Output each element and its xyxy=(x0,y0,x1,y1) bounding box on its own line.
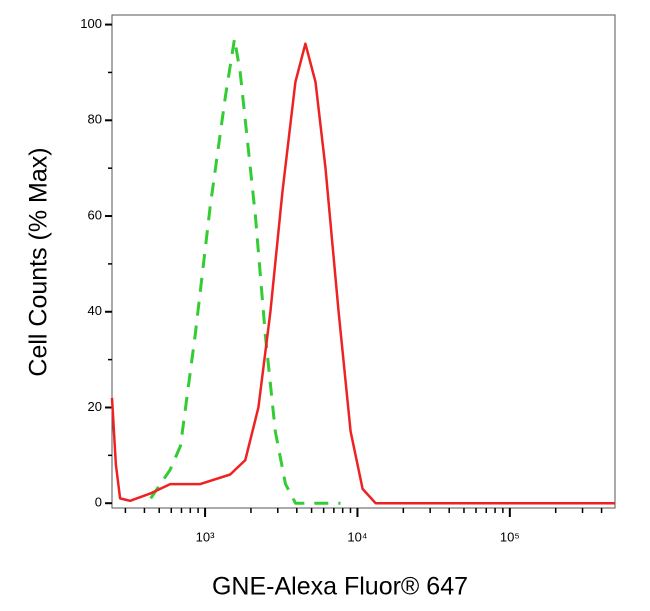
series-line xyxy=(110,42,615,505)
y-tick-label: 100 xyxy=(80,16,102,31)
x-axis-label: GNE-Alexa Fluor® 647 xyxy=(212,573,468,601)
plot-frame xyxy=(111,14,616,509)
series-line xyxy=(149,37,341,505)
y-tick-label: 80 xyxy=(88,112,102,127)
x-tick-label: 10⁴ xyxy=(347,529,367,544)
y-tick-label: 40 xyxy=(88,303,102,318)
x-tick-label: 10⁵ xyxy=(500,529,520,544)
x-tick-label: 10³ xyxy=(196,529,215,544)
y-tick-label: 0 xyxy=(95,495,102,510)
y-tick-label: 60 xyxy=(88,207,102,222)
y-axis-label: Cell Counts (% Max) xyxy=(25,147,53,376)
y-tick-label: 20 xyxy=(88,399,102,414)
